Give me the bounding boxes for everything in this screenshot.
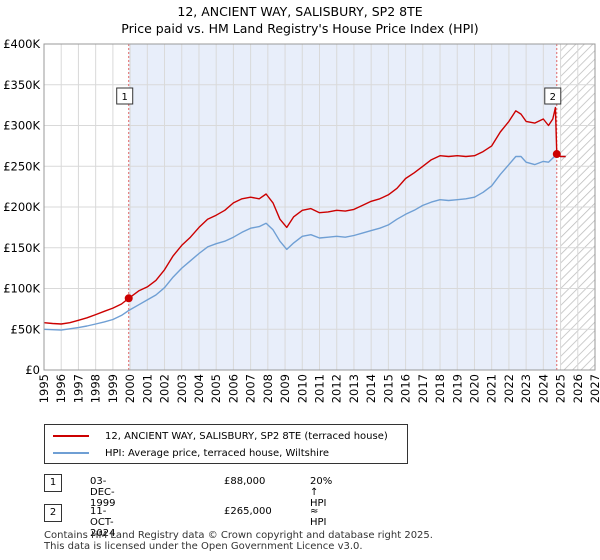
x-tick-label-2016: 2016 bbox=[399, 374, 413, 403]
y-tick-label-1: £50K bbox=[11, 322, 41, 336]
legend-item-hpi: HPI: Average price, terraced house, Wilt… bbox=[53, 445, 329, 461]
legend-item-property: 12, ANCIENT WAY, SALISBURY, SP2 8TE (ter… bbox=[53, 428, 388, 444]
sale-label-2: 2 bbox=[550, 92, 556, 103]
property-price-line bbox=[43, 106, 566, 325]
footer-licence: This data is licensed under the Open Gov… bbox=[44, 541, 363, 552]
x-tick-label-2012: 2012 bbox=[330, 374, 344, 403]
x-tick-label-2008: 2008 bbox=[261, 374, 275, 403]
x-tick-label-2001: 2001 bbox=[140, 374, 154, 403]
sale-price-1: £88,000 bbox=[224, 476, 266, 487]
x-tick-label-2014: 2014 bbox=[364, 374, 378, 403]
x-tick-label-2004: 2004 bbox=[192, 374, 206, 403]
y-tick-label-3: £150K bbox=[3, 241, 40, 255]
x-tick-label-2002: 2002 bbox=[158, 374, 172, 403]
x-tick-label-2023: 2023 bbox=[519, 374, 533, 403]
y-tick-label-4: £200K bbox=[3, 200, 40, 214]
legend: 12, ANCIENT WAY, SALISBURY, SP2 8TE (ter… bbox=[44, 424, 408, 464]
x-tick-label-2018: 2018 bbox=[433, 374, 447, 403]
x-tick-label-2024: 2024 bbox=[536, 374, 550, 403]
price-chart: 1 2 £0 £50K £100K £150K £200K £250K £300K £350K £4… bbox=[3, 37, 600, 403]
x-tick-label-2021: 2021 bbox=[485, 374, 499, 403]
x-tick-label-2025: 2025 bbox=[554, 374, 568, 403]
x-tick-label-1998: 1998 bbox=[89, 374, 103, 403]
footer: Contains HM Land Registry data © Crown c… bbox=[44, 530, 433, 552]
legend-label-hpi: HPI: Average price, terraced house, Wilt… bbox=[105, 447, 329, 459]
plot-frame bbox=[43, 43, 596, 371]
sale-label-box-2 bbox=[544, 87, 562, 105]
x-tick-label-2000: 2000 bbox=[123, 374, 137, 403]
x-tick-label-2010: 2010 bbox=[295, 374, 309, 403]
x-tick-label-2020: 2020 bbox=[467, 374, 481, 403]
x-tick-label-2005: 2005 bbox=[209, 374, 223, 403]
x-tick-label-1996: 1996 bbox=[54, 374, 68, 403]
x-tick-label-1999: 1999 bbox=[106, 374, 120, 403]
x-tick-label-2017: 2017 bbox=[416, 374, 430, 403]
sale-marker-2: 2 bbox=[44, 504, 62, 522]
x-tick-label-1997: 1997 bbox=[71, 374, 85, 403]
sale-hpi-relation-2: ≈ HPI bbox=[310, 506, 327, 528]
legend-swatch-property bbox=[53, 435, 89, 437]
sale-point-1 bbox=[124, 294, 133, 303]
y-tick-label-6: £300K bbox=[3, 119, 40, 133]
legend-label-property: 12, ANCIENT WAY, SALISBURY, SP2 8TE (ter… bbox=[105, 430, 388, 442]
y-tick-label-8: £400K bbox=[3, 37, 40, 51]
x-tick-label-2013: 2013 bbox=[347, 374, 361, 403]
hpi-line bbox=[43, 153, 566, 331]
sale-hpi-relation-1: 20% ↑ HPI bbox=[310, 476, 333, 509]
x-tick-label-2027: 2027 bbox=[588, 374, 600, 403]
sale-marker-1: 1 bbox=[44, 474, 62, 492]
sale-point-2 bbox=[552, 150, 561, 159]
x-tick-label-2009: 2009 bbox=[278, 374, 292, 403]
chart-subtitle: Price paid vs. HM Land Registry's House … bbox=[121, 21, 479, 36]
x-tick-label-2015: 2015 bbox=[381, 374, 395, 403]
chart-title-block: 12, ANCIENT WAY, SALISBURY, SP2 8TE Pric… bbox=[0, 3, 600, 37]
y-tick-label-5: £250K bbox=[3, 159, 40, 173]
y-tick-label-7: £350K bbox=[3, 78, 40, 92]
y-tick-label-0: £0 bbox=[25, 363, 40, 377]
legend-swatch-hpi bbox=[53, 452, 89, 454]
x-tick-label-2026: 2026 bbox=[571, 374, 585, 403]
x-tick-label-1995: 1995 bbox=[37, 374, 51, 403]
sale-label-box-1 bbox=[116, 87, 134, 105]
y-tick-label-2: £100K bbox=[3, 282, 40, 296]
sale-date-1: 03-DEC-1999 bbox=[90, 476, 116, 509]
chart-title: 12, ANCIENT WAY, SALISBURY, SP2 8TE bbox=[177, 4, 423, 19]
x-tick-label-2022: 2022 bbox=[502, 374, 516, 403]
footer-copyright: Contains HM Land Registry data © Crown c… bbox=[44, 530, 433, 541]
sale-price-2: £265,000 bbox=[224, 506, 272, 517]
x-tick-label-2003: 2003 bbox=[175, 374, 189, 403]
sale-date-2: 11-OCT-2024 bbox=[90, 506, 116, 539]
x-tick-label-2019: 2019 bbox=[450, 374, 464, 403]
sale-label-1: 1 bbox=[122, 92, 128, 103]
x-tick-label-2007: 2007 bbox=[244, 374, 258, 403]
x-tick-label-2006: 2006 bbox=[226, 374, 240, 403]
x-tick-label-2011: 2011 bbox=[313, 374, 327, 403]
